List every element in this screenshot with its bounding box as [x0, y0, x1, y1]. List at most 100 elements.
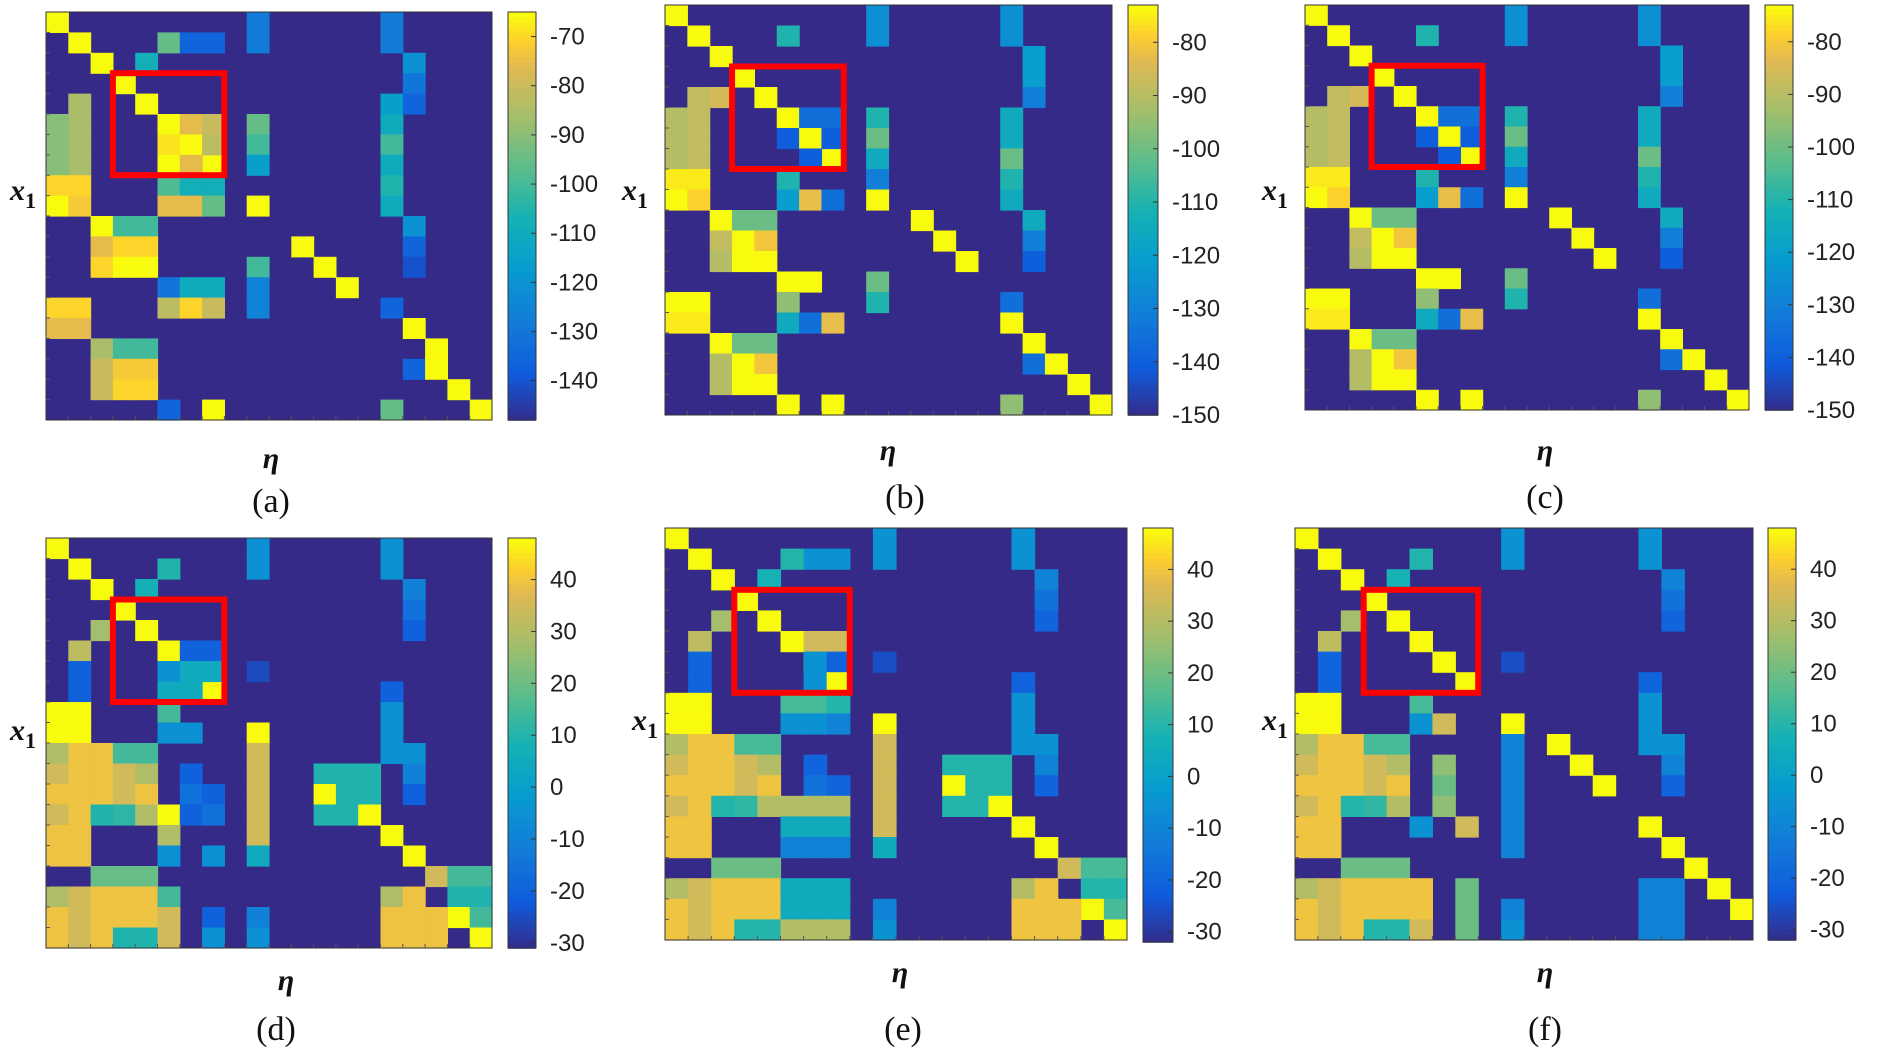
- heatmap-cell: [1704, 369, 1728, 391]
- heatmap-cell: [1371, 65, 1395, 87]
- x-axis-label: η: [892, 956, 908, 989]
- colorbar-segment: [1128, 117, 1158, 124]
- colorbar-segment: [1765, 298, 1793, 305]
- heatmap-cell: [665, 189, 688, 211]
- colorbar-segment: [508, 180, 536, 187]
- heatmap-cell: [1638, 25, 1661, 47]
- colorbar-segment: [1128, 56, 1158, 63]
- colorbar-segment: [508, 32, 536, 39]
- heatmap-cell: [1592, 775, 1617, 797]
- heatmap-cell: [1103, 919, 1128, 941]
- heatmap-cell: [1504, 146, 1528, 168]
- heatmap-cell: [402, 216, 426, 237]
- colorbar-segment: [1765, 278, 1793, 285]
- panel-caption-e: (e): [884, 1011, 922, 1048]
- heatmap-cell: [313, 784, 337, 806]
- heatmap-cell: [1363, 898, 1388, 920]
- heatmap-cell: [1638, 548, 1662, 570]
- colorbar-segment: [1143, 641, 1173, 648]
- heatmap-cell: [866, 292, 890, 314]
- heatmap-cell: [1000, 5, 1024, 27]
- heatmap-cell: [1317, 734, 1342, 756]
- colorbar-tick-label: -110: [1172, 189, 1218, 216]
- heatmap-cell: [46, 743, 69, 765]
- heatmap-cell: [826, 548, 851, 570]
- colorbar-segment: [508, 871, 536, 878]
- panel-caption-f: (f): [1528, 1011, 1562, 1048]
- heatmap-cell: [1000, 25, 1024, 47]
- heatmap-cell: [179, 661, 203, 683]
- colorbar-segment: [508, 389, 536, 396]
- heatmap-cell: [1409, 548, 1433, 570]
- heatmap-cell: [246, 804, 270, 826]
- heatmap-cell: [1386, 754, 1411, 776]
- heatmap-cell: [157, 804, 181, 826]
- heatmap-cell: [1638, 146, 1661, 168]
- colorbar-segment: [508, 205, 536, 212]
- colorbar-segment: [1128, 235, 1158, 242]
- heatmap-cell: [1022, 230, 1046, 252]
- heatmap-cell: [358, 804, 382, 826]
- heatmap-cell: [1340, 857, 1365, 879]
- colorbar-segment: [1143, 605, 1173, 612]
- colorbar-segment: [508, 686, 536, 693]
- colorbar-segment: [1143, 817, 1173, 824]
- heatmap-cell: [776, 25, 800, 47]
- heatmap-cell: [179, 134, 203, 156]
- heatmap-cell: [1504, 167, 1528, 188]
- heatmap-cell: [112, 358, 136, 380]
- heatmap-cell: [1295, 816, 1319, 838]
- heatmap-cell: [821, 128, 845, 150]
- colorbar-segment: [1128, 35, 1158, 42]
- heatmap-cell: [1409, 631, 1433, 653]
- colorbar-tick-label: -80: [550, 73, 585, 100]
- heatmap-cell: [179, 722, 203, 744]
- heatmap-cell: [246, 277, 270, 299]
- colorbar-segment: [1765, 192, 1793, 199]
- heatmap-cell: [1546, 734, 1571, 756]
- colorbar-segment: [508, 200, 536, 207]
- colorbar-segment: [508, 543, 536, 550]
- colorbar-segment: [1765, 293, 1793, 300]
- heatmap-cell: [799, 148, 823, 170]
- colorbar-segment: [508, 650, 536, 657]
- heatmap-cell: [754, 374, 778, 396]
- heatmap-cell: [754, 230, 778, 252]
- heatmap-cell: [1327, 308, 1350, 330]
- colorbar-segment: [508, 860, 536, 867]
- heatmap-cell: [1057, 919, 1082, 941]
- heatmap-cell: [687, 292, 711, 314]
- heatmap-cell: [1393, 369, 1417, 391]
- heatmap-cell: [757, 878, 782, 900]
- colorbar-segment: [1143, 755, 1173, 762]
- colorbar-segment: [508, 399, 536, 406]
- heatmap-cell: [46, 722, 69, 744]
- colorbar-segment: [1765, 136, 1793, 143]
- heatmap-cell: [90, 579, 114, 601]
- heatmap-cell: [757, 898, 782, 920]
- colorbar-segment: [508, 277, 536, 284]
- heatmap-cell: [90, 52, 114, 74]
- heatmap-cell: [1057, 898, 1082, 920]
- colorbar-segment: [1765, 182, 1793, 189]
- heatmap-cell: [803, 898, 828, 920]
- heatmap-cell: [46, 927, 69, 949]
- colorbar-segment: [1128, 5, 1158, 11]
- colorbar-segment: [1765, 308, 1793, 315]
- heatmap-cell: [1034, 754, 1059, 776]
- heatmap-cell: [780, 816, 805, 838]
- heatmap-cell: [780, 631, 805, 653]
- colorbar-segment: [1143, 910, 1173, 917]
- colorbar-segment: [508, 743, 536, 749]
- heatmap-cell: [313, 763, 337, 785]
- heatmap-cell: [1371, 329, 1395, 350]
- colorbar-tick-label: -20: [1810, 865, 1845, 892]
- colorbar-segment: [1143, 848, 1173, 855]
- heatmap-cell: [1501, 754, 1525, 776]
- heatmap-cell: [665, 816, 689, 838]
- heatmap-cell: [826, 878, 851, 900]
- y-axis-label-subscript: 1: [637, 188, 648, 213]
- heatmap-cell: [1501, 898, 1525, 920]
- heatmap-cell: [1660, 207, 1683, 229]
- colorbar-segment: [1768, 903, 1796, 910]
